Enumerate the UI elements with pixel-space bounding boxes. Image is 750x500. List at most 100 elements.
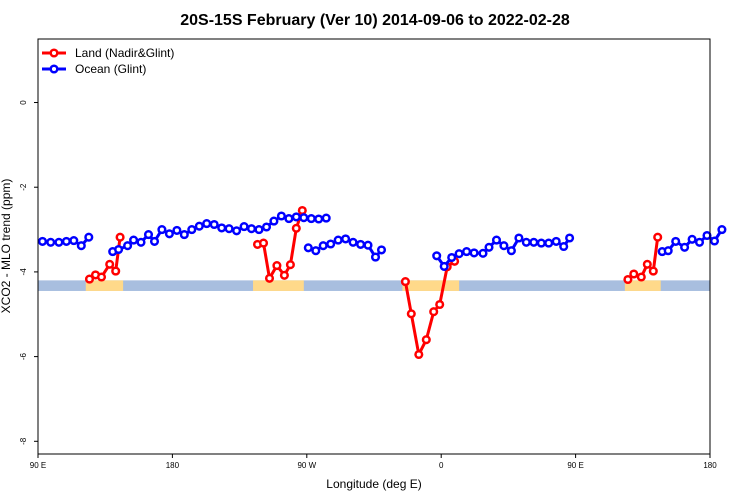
y-tick-label: -6 <box>19 353 28 361</box>
ocean-point <box>536 238 546 248</box>
ocean-point <box>172 225 182 235</box>
ocean-point <box>149 236 160 246</box>
ocean-point <box>311 246 321 256</box>
land-point <box>414 349 424 360</box>
land-point <box>115 232 125 242</box>
ocean-point <box>164 229 174 239</box>
ocean-point <box>299 213 309 223</box>
land-series-line <box>403 260 456 360</box>
ocean-point <box>478 248 488 258</box>
land-point <box>406 309 416 319</box>
x-tick-label: 90 E <box>567 461 583 470</box>
x-tick-label: 90 E <box>30 461 46 470</box>
ocean-point <box>348 237 358 247</box>
land-point <box>435 299 445 310</box>
ocean-point <box>37 236 48 246</box>
ocean-point <box>462 247 472 257</box>
ocean-point <box>551 236 561 246</box>
ocean-point <box>529 237 539 247</box>
ocean-point <box>224 224 234 234</box>
ocean-point <box>123 241 133 251</box>
ocean-point <box>491 235 502 245</box>
land-point <box>258 238 269 248</box>
ocean-point <box>314 214 324 224</box>
land-mask <box>402 280 460 291</box>
ocean-point <box>136 237 146 247</box>
ocean-point <box>447 252 457 263</box>
land-point <box>653 232 663 242</box>
legend: Land (Nadir&Glint) Ocean (Glint) <box>42 46 174 76</box>
ocean-point <box>363 240 373 250</box>
y-axis: 0 -2 -4 -6 -8 <box>19 100 38 445</box>
x-tick-label: 180 <box>166 461 180 470</box>
land-point <box>111 266 121 276</box>
ocean-point <box>663 246 673 256</box>
ocean-point <box>269 216 279 226</box>
ocean-point <box>291 212 301 222</box>
ocean-point <box>702 230 712 241</box>
ocean-point <box>671 236 681 246</box>
x-axis: 90 E 180 90 W 0 90 E 180 <box>30 454 717 470</box>
ocean-point <box>680 242 690 252</box>
ocean-point <box>84 232 94 242</box>
ocean-point <box>439 261 449 271</box>
ocean-point <box>261 222 272 232</box>
ocean-point <box>76 241 86 251</box>
ocean-point <box>326 239 336 249</box>
x-tick-label: 0 <box>439 461 444 470</box>
ocean-point <box>544 238 554 248</box>
ocean-point <box>239 222 249 232</box>
chart-title: 20S-15S February (Ver 10) 2014-09-06 to … <box>180 12 570 29</box>
x-axis-label: Longitude (deg E) <box>326 477 421 491</box>
ocean-point <box>370 252 381 262</box>
ocean-point <box>202 219 212 229</box>
ocean-mask <box>38 280 710 291</box>
y-tick-label: -2 <box>19 183 28 191</box>
ocean-legend-marker <box>49 64 59 74</box>
ocean-point <box>276 211 286 221</box>
ocean-point <box>194 221 204 231</box>
ocean-point <box>717 225 727 235</box>
land-point <box>421 335 431 345</box>
ocean-point <box>694 237 705 247</box>
ocean-point <box>246 224 257 234</box>
ocean-point <box>209 219 219 230</box>
ocean-point <box>687 234 697 244</box>
land-point <box>400 277 410 287</box>
ocean-point <box>217 223 227 233</box>
land-mask <box>624 280 661 291</box>
ocean-point <box>54 237 64 247</box>
ocean-point <box>284 214 294 224</box>
land-point <box>291 223 301 233</box>
ocean-point <box>432 251 442 261</box>
ocean-point <box>254 225 264 235</box>
ocean-point <box>69 236 79 246</box>
ocean-point <box>179 230 189 240</box>
land-point <box>636 272 646 282</box>
ocean-point <box>306 214 316 224</box>
land-point <box>648 266 658 276</box>
land-point <box>84 274 95 284</box>
x-tick-label: 90 W <box>297 461 316 470</box>
ocean-point <box>143 230 154 240</box>
ocean-point <box>333 235 343 245</box>
ocean-point <box>484 242 494 252</box>
land-mask <box>85 280 124 291</box>
x-tick-label: 180 <box>703 461 717 470</box>
land-point <box>297 205 307 216</box>
ocean-point <box>303 243 313 253</box>
ocean-point <box>321 213 331 223</box>
ocean-point <box>376 245 387 255</box>
ocean-point <box>559 241 569 252</box>
plot-frame <box>37 38 711 455</box>
land-point <box>105 259 115 269</box>
ocean-legend-label: Ocean (Glint) <box>75 62 146 76</box>
y-tick-label: 0 <box>19 100 28 105</box>
y-tick-label: -8 <box>19 437 28 445</box>
series-layer <box>37 205 727 360</box>
ocean-point <box>521 237 531 247</box>
land-mask <box>253 280 304 291</box>
ocean-point <box>318 241 328 251</box>
land-point <box>272 261 282 271</box>
